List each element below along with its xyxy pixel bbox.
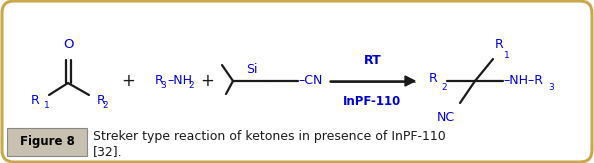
Polygon shape [405, 76, 415, 86]
Text: –NH–R: –NH–R [503, 74, 543, 88]
Text: O: O [63, 38, 73, 51]
Text: 2: 2 [102, 102, 108, 111]
Text: InPF-110: InPF-110 [343, 95, 402, 108]
Text: 1: 1 [44, 102, 50, 111]
Text: 2: 2 [188, 82, 194, 90]
Text: [32].: [32]. [93, 145, 122, 158]
Text: R: R [97, 95, 106, 108]
Text: 3: 3 [160, 82, 166, 90]
Text: R: R [495, 38, 504, 51]
Text: +: + [121, 72, 135, 90]
Text: R: R [155, 74, 164, 87]
Text: 3: 3 [548, 82, 554, 91]
FancyBboxPatch shape [7, 128, 87, 156]
Text: Streker type reaction of ketones in presence of InPF-110: Streker type reaction of ketones in pres… [93, 130, 445, 143]
Text: –NH: –NH [167, 74, 192, 87]
Text: R: R [428, 73, 437, 86]
Text: NC: NC [437, 111, 455, 124]
Text: Figure 8: Figure 8 [20, 135, 74, 148]
Text: 2: 2 [441, 82, 447, 91]
Text: RT: RT [364, 54, 381, 67]
Text: R: R [31, 95, 40, 108]
Text: –CN: –CN [298, 74, 323, 88]
Text: +: + [200, 72, 214, 90]
Text: 1: 1 [504, 52, 510, 60]
Text: Si: Si [247, 63, 258, 76]
